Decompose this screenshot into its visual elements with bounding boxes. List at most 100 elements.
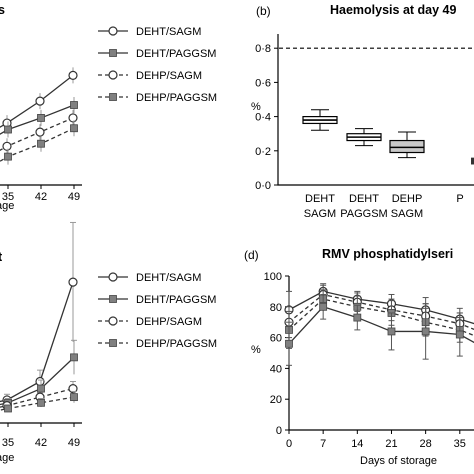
panel-c-x-tick-label: 49 (68, 437, 80, 449)
panel-a-series-line (0, 117, 74, 152)
panel-a-point (35, 127, 45, 137)
legend-label: DEHP/SAGM (136, 316, 202, 328)
legend-marker (108, 316, 118, 326)
panel-d-y-tick-label: 80 (270, 302, 282, 314)
panel-c-x-tick-label: 35 (2, 437, 14, 449)
panel-b-box (389, 139, 425, 154)
panel-c-point (70, 353, 78, 362)
panel-a-xlabel-fragment: age (0, 200, 14, 212)
panel-b-y-tick-label: 0·4 (255, 112, 271, 124)
panel-d-title: RMV phosphatidylseri (322, 247, 453, 261)
panel-b-category-label: PAGGSM (340, 208, 387, 220)
panel-a-title-fragment: s (0, 3, 5, 17)
panel-b-y-tick-label: 0·2 (255, 146, 271, 158)
legend-marker (108, 26, 118, 36)
panel-d-y-tick-label: 0 (276, 425, 282, 437)
panel-d-point (387, 327, 396, 336)
legend-marker (109, 49, 117, 57)
panel-a-point (68, 113, 78, 123)
panel-d-series-line (288, 306, 474, 345)
panel-b-category-label: DEHP (392, 193, 423, 205)
panel-b-y-tick-label: 0·8 (255, 43, 271, 55)
panel-b-plot: 0·0 0·2 0·4 0·6 0·8 DEHT SAGM DEHT PAGGSM DEHP SAG… (255, 43, 474, 220)
panel-d-point (319, 302, 328, 311)
panel-a-point (37, 114, 45, 122)
panel-c-plot: 35 42 49 (0, 221, 80, 449)
panel-b-y-tick-label: 0·6 (255, 77, 271, 89)
panel-b-axes (277, 34, 474, 186)
panel-d-point (353, 313, 362, 322)
panel-d-x-tick-label: 14 (351, 438, 363, 450)
panel-d-point (421, 327, 430, 336)
legend-label: DEHP/SAGM (136, 70, 202, 82)
panel-d-x-tick-label: 28 (420, 438, 432, 450)
legend-label: DEHT/SAGM (136, 26, 201, 38)
panel-d-point (455, 330, 464, 339)
panel-c-title-fragment: t (0, 250, 3, 264)
panel-a-point (4, 152, 12, 161)
legend-top: DEHT/SAGM DEHT/PAGGSM DEHP/SAGM DEHP/PAGGSM (98, 26, 217, 104)
panel-c-series-line (0, 356, 75, 406)
panel-b-label: (b) (256, 4, 271, 18)
legend-marker (109, 295, 117, 303)
legend-label: DEHT/PAGGSM (136, 294, 216, 306)
panel-a-point (68, 70, 78, 80)
panel-d-series-line (288, 298, 474, 337)
panel-d-point (285, 339, 293, 348)
panel-c-xlabel-fragment: age (0, 452, 14, 464)
panel-a-point (2, 141, 12, 151)
panel-a-x-tick-label: 49 (68, 191, 80, 203)
legend-bottom: DEHT/SAGM DEHT/PAGGSM DEHP/SAGM DEHP/PAGGSM (98, 272, 217, 350)
panel-b-category-label: DEHT (349, 193, 379, 205)
panel-a-x-tick-label: 42 (35, 191, 47, 203)
panel-c-point (70, 393, 78, 402)
legend-label: DEHT/SAGM (136, 272, 201, 284)
panel-a: s age 35 42 49 (0, 3, 82, 212)
panel-a-point (35, 96, 45, 106)
panel-c-series-line (0, 281, 74, 403)
panel-b-y-tick-label: 0·0 (255, 180, 271, 192)
panel-c-point (37, 398, 45, 407)
panel-c-point (37, 384, 45, 393)
panel-a-series-line (0, 74, 74, 128)
panel-a-point (70, 124, 78, 133)
legend-marker (108, 70, 118, 80)
panel-a-x-tick-label: 35 (2, 191, 14, 203)
panel-a-series-line (0, 127, 75, 162)
panel-b-ylabel: % (251, 101, 261, 113)
panel-b-title: Haemolysis at day 49 (330, 3, 457, 17)
panel-d-y-tick-label: 40 (270, 363, 282, 375)
panel-c-series-line (0, 387, 74, 408)
panel-c-series-line (0, 396, 75, 411)
panel-d-plot: 0 20 40 60 80 100 0 7 14 21 28 35 (264, 271, 474, 450)
panel-a-point (70, 101, 78, 109)
panel-d-ylabel: % (251, 344, 261, 356)
panel-d-xlabel: Days of storage (360, 455, 437, 467)
panel-b-category-label: SAGM (391, 208, 423, 220)
legend-label: DEHP/PAGGSM (136, 92, 217, 104)
panel-d-label: (d) (244, 248, 259, 262)
panel-c-point (68, 384, 78, 394)
panel-d-x-tick-label: 7 (320, 438, 326, 450)
panel-b-category-label: DEHT (305, 193, 335, 205)
panel-a-point (4, 125, 12, 134)
panel-b: (b) Haemolysis at day 49 % 0·00·20·40·60… (251, 3, 474, 220)
panel-a-point (37, 139, 45, 148)
panel-d-x-tick-label: 35 (454, 438, 466, 450)
panel-c: t age 35 42 49 (0, 221, 82, 464)
panel-c-point (4, 404, 12, 413)
legend-marker (109, 339, 117, 347)
panel-a-plot: 35 42 49 (0, 67, 80, 203)
legend-marker (109, 93, 117, 101)
panel-d-x-tick-label: 0 (286, 438, 292, 450)
legend-label: DEHT/PAGGSM (136, 48, 216, 60)
panel-b-box-partial (471, 157, 474, 165)
panel-b-category-label: P (456, 193, 463, 205)
panel-c-point (35, 376, 45, 387)
panel-c-point (68, 277, 78, 287)
panel-d: (d) RMV phosphatidylseri % Days of stora… (244, 247, 474, 467)
panel-a-series-line (0, 104, 75, 135)
panel-b-category-label: SAGM (304, 208, 336, 220)
panel-d-x-tick-label: 21 (385, 438, 397, 450)
